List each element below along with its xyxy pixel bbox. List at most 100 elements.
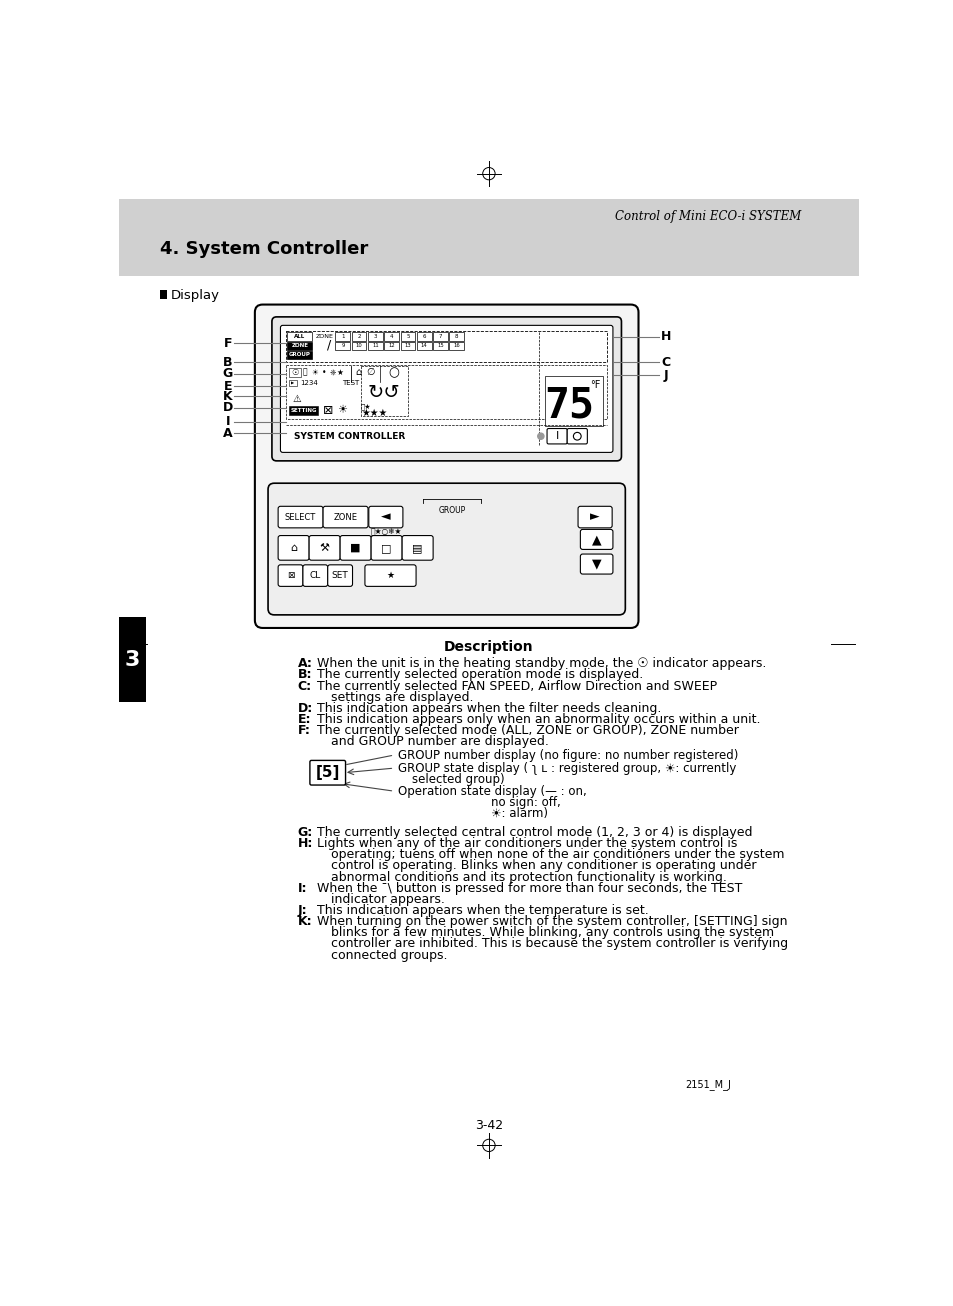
Text: 11: 11: [372, 343, 378, 349]
Bar: [544, 376, 602, 426]
Text: D:: D:: [297, 701, 313, 714]
Text: The currently selected central control mode (1, 2, 3 or 4) is displayed: The currently selected central control m…: [316, 825, 752, 838]
FancyBboxPatch shape: [303, 564, 328, 586]
Text: F:: F:: [297, 725, 310, 737]
Text: A:: A:: [297, 657, 312, 670]
Text: J: J: [662, 368, 667, 381]
Text: ▲: ▲: [591, 533, 600, 546]
Circle shape: [537, 434, 543, 439]
FancyBboxPatch shape: [579, 554, 612, 575]
Text: ☀: ☀: [336, 405, 346, 415]
Text: CL: CL: [310, 571, 320, 580]
Text: 14: 14: [420, 343, 427, 349]
Text: Description: Description: [444, 640, 533, 654]
Text: This indication appears when the temperature is set.: This indication appears when the tempera…: [316, 904, 648, 917]
FancyBboxPatch shape: [402, 535, 433, 560]
FancyBboxPatch shape: [578, 507, 612, 528]
Text: settings are displayed.: settings are displayed.: [331, 691, 473, 704]
Text: selected group): selected group): [412, 773, 504, 786]
Text: C:: C:: [297, 679, 312, 692]
Bar: [400, 342, 415, 350]
Text: blinks for a few minutes. While blinking, any controls using the system: blinks for a few minutes. While blinking…: [331, 926, 773, 939]
Text: 4. System Controller: 4. System Controller: [159, 240, 368, 259]
Text: ⌂: ⌂: [355, 367, 361, 377]
Text: SET: SET: [332, 571, 348, 580]
Text: 16: 16: [453, 343, 459, 349]
Text: E:: E:: [297, 713, 311, 726]
Text: ★: ★: [386, 571, 395, 580]
FancyBboxPatch shape: [268, 483, 624, 615]
Text: I:: I:: [297, 882, 307, 895]
Bar: [400, 332, 415, 341]
Text: ☀: ☀: [311, 368, 317, 377]
Text: Ⓐ★○❄★: Ⓐ★○❄★: [371, 528, 402, 537]
Text: ►: ►: [590, 511, 599, 524]
Text: G:: G:: [297, 825, 313, 838]
Text: SYSTEM CONTROLLER: SYSTEM CONTROLLER: [294, 432, 404, 440]
FancyBboxPatch shape: [323, 507, 368, 528]
Text: 5: 5: [406, 334, 409, 340]
Text: SETTING: SETTING: [290, 407, 316, 413]
Text: 75: 75: [544, 384, 594, 427]
Text: This indication appears when the filter needs cleaning.: This indication appears when the filter …: [316, 701, 660, 714]
Bar: [335, 342, 350, 350]
Text: The currently selected FAN SPEED, Airflow Direction and SWEEP: The currently selected FAN SPEED, Airflo…: [316, 679, 717, 692]
Text: D: D: [222, 401, 233, 414]
Text: ■: ■: [350, 543, 360, 552]
Text: GROUP state display ( ʅ ʟ : registered group, ☀: currently: GROUP state display ( ʅ ʟ : registered g…: [397, 761, 736, 774]
FancyBboxPatch shape: [278, 507, 323, 528]
Bar: [119, 199, 858, 276]
Text: 2151_M_J: 2151_M_J: [685, 1079, 731, 1091]
FancyBboxPatch shape: [546, 428, 567, 444]
Text: ○: ○: [388, 366, 398, 379]
Bar: [287, 332, 312, 341]
FancyBboxPatch shape: [254, 304, 638, 628]
Text: E: E: [223, 380, 232, 393]
Text: control is operating. Blinks when any conditioner is operating under: control is operating. Blinks when any co…: [331, 859, 756, 872]
FancyBboxPatch shape: [371, 535, 402, 560]
Text: This indication appears only when an abnormality occurs within a unit.: This indication appears only when an abn…: [316, 713, 760, 726]
Text: 1234: 1234: [299, 380, 317, 387]
Bar: [287, 342, 312, 350]
Text: [5]: [5]: [315, 765, 339, 780]
Text: 10: 10: [355, 343, 362, 349]
Text: ZONE: ZONE: [334, 512, 357, 521]
Bar: [416, 342, 431, 350]
Text: Display: Display: [171, 289, 219, 302]
Text: ALL: ALL: [294, 334, 305, 340]
Bar: [449, 332, 464, 341]
Text: indicator appears.: indicator appears.: [331, 893, 444, 906]
Text: ▶: ▶: [291, 381, 294, 385]
Text: ❈: ❈: [329, 368, 335, 377]
Bar: [433, 342, 447, 350]
Text: 3-42: 3-42: [475, 1119, 502, 1132]
Text: ↻↺: ↻↺: [368, 383, 400, 402]
Text: I: I: [225, 415, 230, 428]
Text: 13: 13: [404, 343, 411, 349]
Text: F: F: [223, 337, 232, 350]
Text: and GROUP number are displayed.: and GROUP number are displayed.: [331, 735, 548, 748]
Bar: [368, 332, 382, 341]
Text: H: H: [659, 330, 670, 343]
Bar: [335, 332, 350, 341]
Text: ⌂: ⌂: [290, 543, 297, 552]
Text: TEST: TEST: [342, 380, 359, 387]
Text: □: □: [381, 543, 392, 552]
Text: ★: ★: [336, 368, 343, 377]
Bar: [287, 351, 312, 359]
Text: ▼: ▼: [591, 558, 600, 571]
Text: When the unit is in the heating standby mode, the ☉ indicator appears.: When the unit is in the heating standby …: [316, 657, 765, 670]
FancyBboxPatch shape: [567, 428, 587, 444]
Text: When the ¯\ button is pressed for more than four seconds, the TEST: When the ¯\ button is pressed for more t…: [316, 882, 741, 895]
Text: The currently selected operation mode is displayed.: The currently selected operation mode is…: [316, 669, 642, 682]
Text: controller are inhibited. This is because the system controller is verifying: controller are inhibited. This is becaus…: [331, 938, 787, 951]
Text: J:: J:: [297, 904, 307, 917]
FancyBboxPatch shape: [369, 507, 402, 528]
Text: ⊠: ⊠: [322, 404, 333, 417]
FancyBboxPatch shape: [579, 529, 612, 550]
Text: °F: °F: [589, 380, 599, 390]
Text: connected groups.: connected groups.: [331, 948, 447, 961]
Text: 7: 7: [438, 334, 442, 340]
FancyBboxPatch shape: [272, 317, 620, 461]
Text: ZONE: ZONE: [291, 343, 308, 349]
